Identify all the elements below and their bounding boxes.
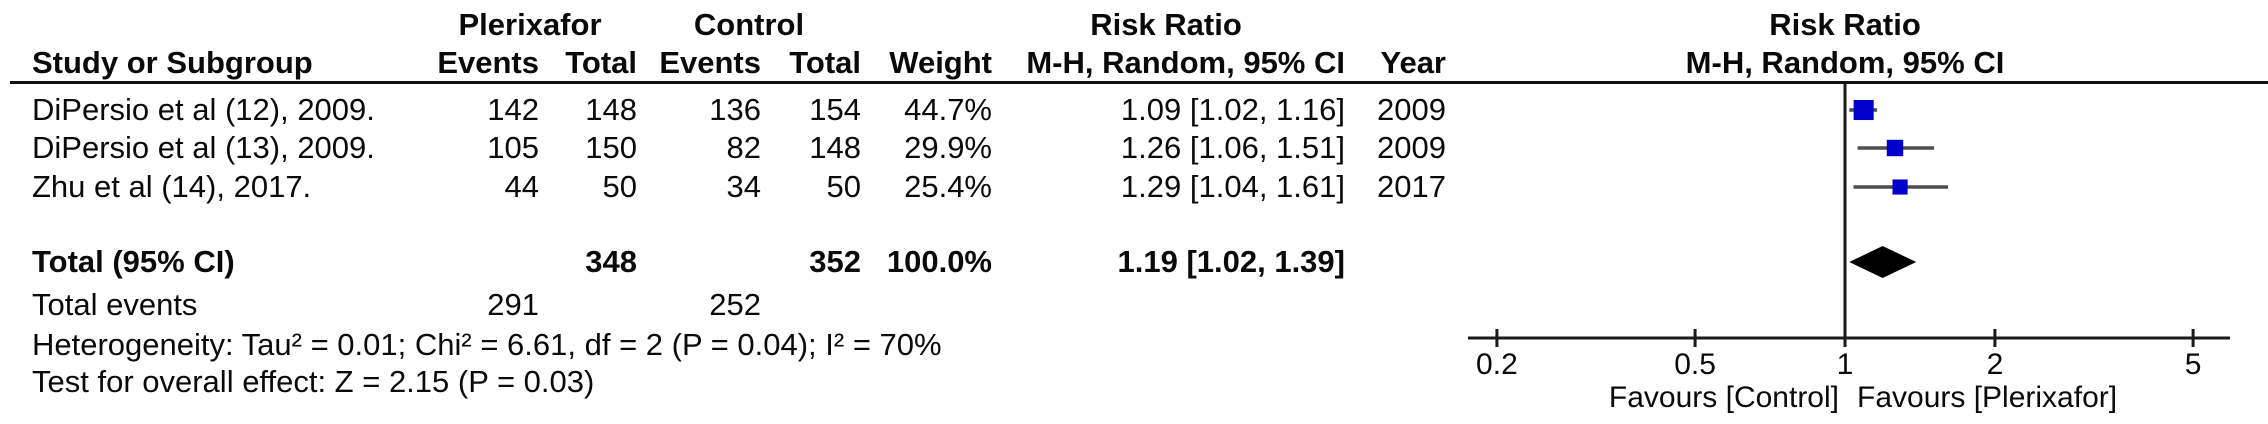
- table-row: Zhu et al (14), 2017. 44 50 34 50 25.4% …: [0, 168, 2268, 206]
- plerixafor-events-column-header: Events: [437, 45, 539, 80]
- risk-ratio-ci: 1.29 [1.04, 1.61]: [1120, 169, 1345, 204]
- overall-effect-text: Test for overall effect: Z = 2.15 (P = 0…: [32, 364, 595, 399]
- total-risk-ratio-ci: 1.19 [1.02, 1.39]: [1117, 244, 1346, 279]
- total-control: 352: [809, 244, 861, 279]
- study-weight-square: [1892, 179, 1908, 195]
- axis-tick-label: 0.5: [1674, 348, 1716, 381]
- plerixafor-total: 148: [585, 92, 637, 127]
- control-events: 136: [709, 92, 761, 127]
- control-total: 50: [826, 169, 861, 204]
- risk-ratio-group-header: Risk Ratio: [1090, 7, 1242, 42]
- plerixafor-group-header: Plerixafor: [458, 7, 602, 42]
- control-total: 154: [809, 92, 861, 127]
- group-header-row: Plerixafor Control Risk Ratio Risk Ratio: [0, 6, 2268, 44]
- header-divider-line: [10, 81, 2268, 84]
- total-row: Total (95% CI) 348 352 100.0% 1.19 [1.02…: [0, 243, 2268, 281]
- plerixafor-total-column-header: Total: [565, 45, 637, 80]
- control-events: 34: [726, 169, 761, 204]
- total-events-label: Total events: [32, 287, 198, 322]
- year-value: 2009: [1377, 92, 1446, 127]
- control-total: 148: [809, 130, 861, 165]
- heterogeneity-row: Heterogeneity: Tau² = 0.01; Chi² = 6.61,…: [0, 326, 2268, 364]
- year-column-header: Year: [1380, 45, 1446, 80]
- weight-column-header: Weight: [889, 45, 992, 80]
- favours-left-label: Favours [Control]: [1609, 381, 1839, 414]
- axis-tick-label: 2: [1987, 348, 2004, 381]
- table-row: DiPersio et al (13), 2009. 105 150 82 14…: [0, 129, 2268, 167]
- year-value: 2009: [1377, 130, 1446, 165]
- control-events: 82: [726, 130, 761, 165]
- total-label: Total (95% CI): [32, 244, 235, 279]
- control-group-header: Control: [693, 7, 805, 42]
- total-events-row: Total events 291 252: [0, 286, 2268, 324]
- risk-ratio-ci: 1.26 [1.06, 1.51]: [1120, 130, 1345, 165]
- year-value: 2017: [1377, 169, 1446, 204]
- total-events-plerixafor: 291: [487, 287, 539, 322]
- table-row: DiPersio et al (12), 2009. 142 148 136 1…: [0, 91, 2268, 129]
- overall-effect-row: Test for overall effect: Z = 2.15 (P = 0…: [0, 363, 2268, 401]
- plerixafor-total: 50: [602, 169, 637, 204]
- control-total-column-header: Total: [789, 45, 861, 80]
- study-label: DiPersio et al (12), 2009.: [32, 92, 375, 127]
- total-events-control: 252: [709, 287, 761, 322]
- weight-value: 44.7%: [904, 92, 992, 127]
- risk-ratio-ci: 1.09 [1.02, 1.16]: [1120, 92, 1345, 127]
- total-weight: 100.0%: [886, 244, 992, 279]
- column-header-row: Study or Subgroup Events Total Events To…: [0, 44, 2268, 82]
- study-label: DiPersio et al (13), 2009.: [32, 130, 375, 165]
- plerixafor-events: 44: [504, 169, 539, 204]
- study-weight-square: [1853, 99, 1874, 121]
- plerixafor-total: 150: [585, 130, 637, 165]
- axis-tick-label: 5: [2185, 348, 2202, 381]
- weight-value: 25.4%: [904, 169, 992, 204]
- weight-value: 29.9%: [904, 130, 992, 165]
- effect-column-header: M-H, Random, 95% CI: [1026, 45, 1345, 80]
- study-label: Zhu et al (14), 2017.: [32, 169, 312, 204]
- plerixafor-events: 105: [487, 130, 539, 165]
- plot-subtitle: M-H, Random, 95% CI: [1685, 45, 2005, 80]
- study-column-header: Study or Subgroup: [32, 45, 313, 80]
- heterogeneity-text: Heterogeneity: Tau² = 0.01; Chi² = 6.61,…: [32, 327, 942, 362]
- control-events-column-header: Events: [659, 45, 761, 80]
- total-plerixafor: 348: [585, 244, 637, 279]
- favours-right-label: Favours [Plerixafor]: [1857, 381, 2117, 414]
- study-weight-square: [1886, 139, 1904, 157]
- pooled-effect-diamond: [1849, 246, 1917, 278]
- axis-tick-label: 0.2: [1476, 348, 1518, 381]
- plerixafor-events: 142: [487, 92, 539, 127]
- plot-title: Risk Ratio: [1769, 7, 1921, 42]
- axis-tick-label: 1: [1837, 348, 1854, 381]
